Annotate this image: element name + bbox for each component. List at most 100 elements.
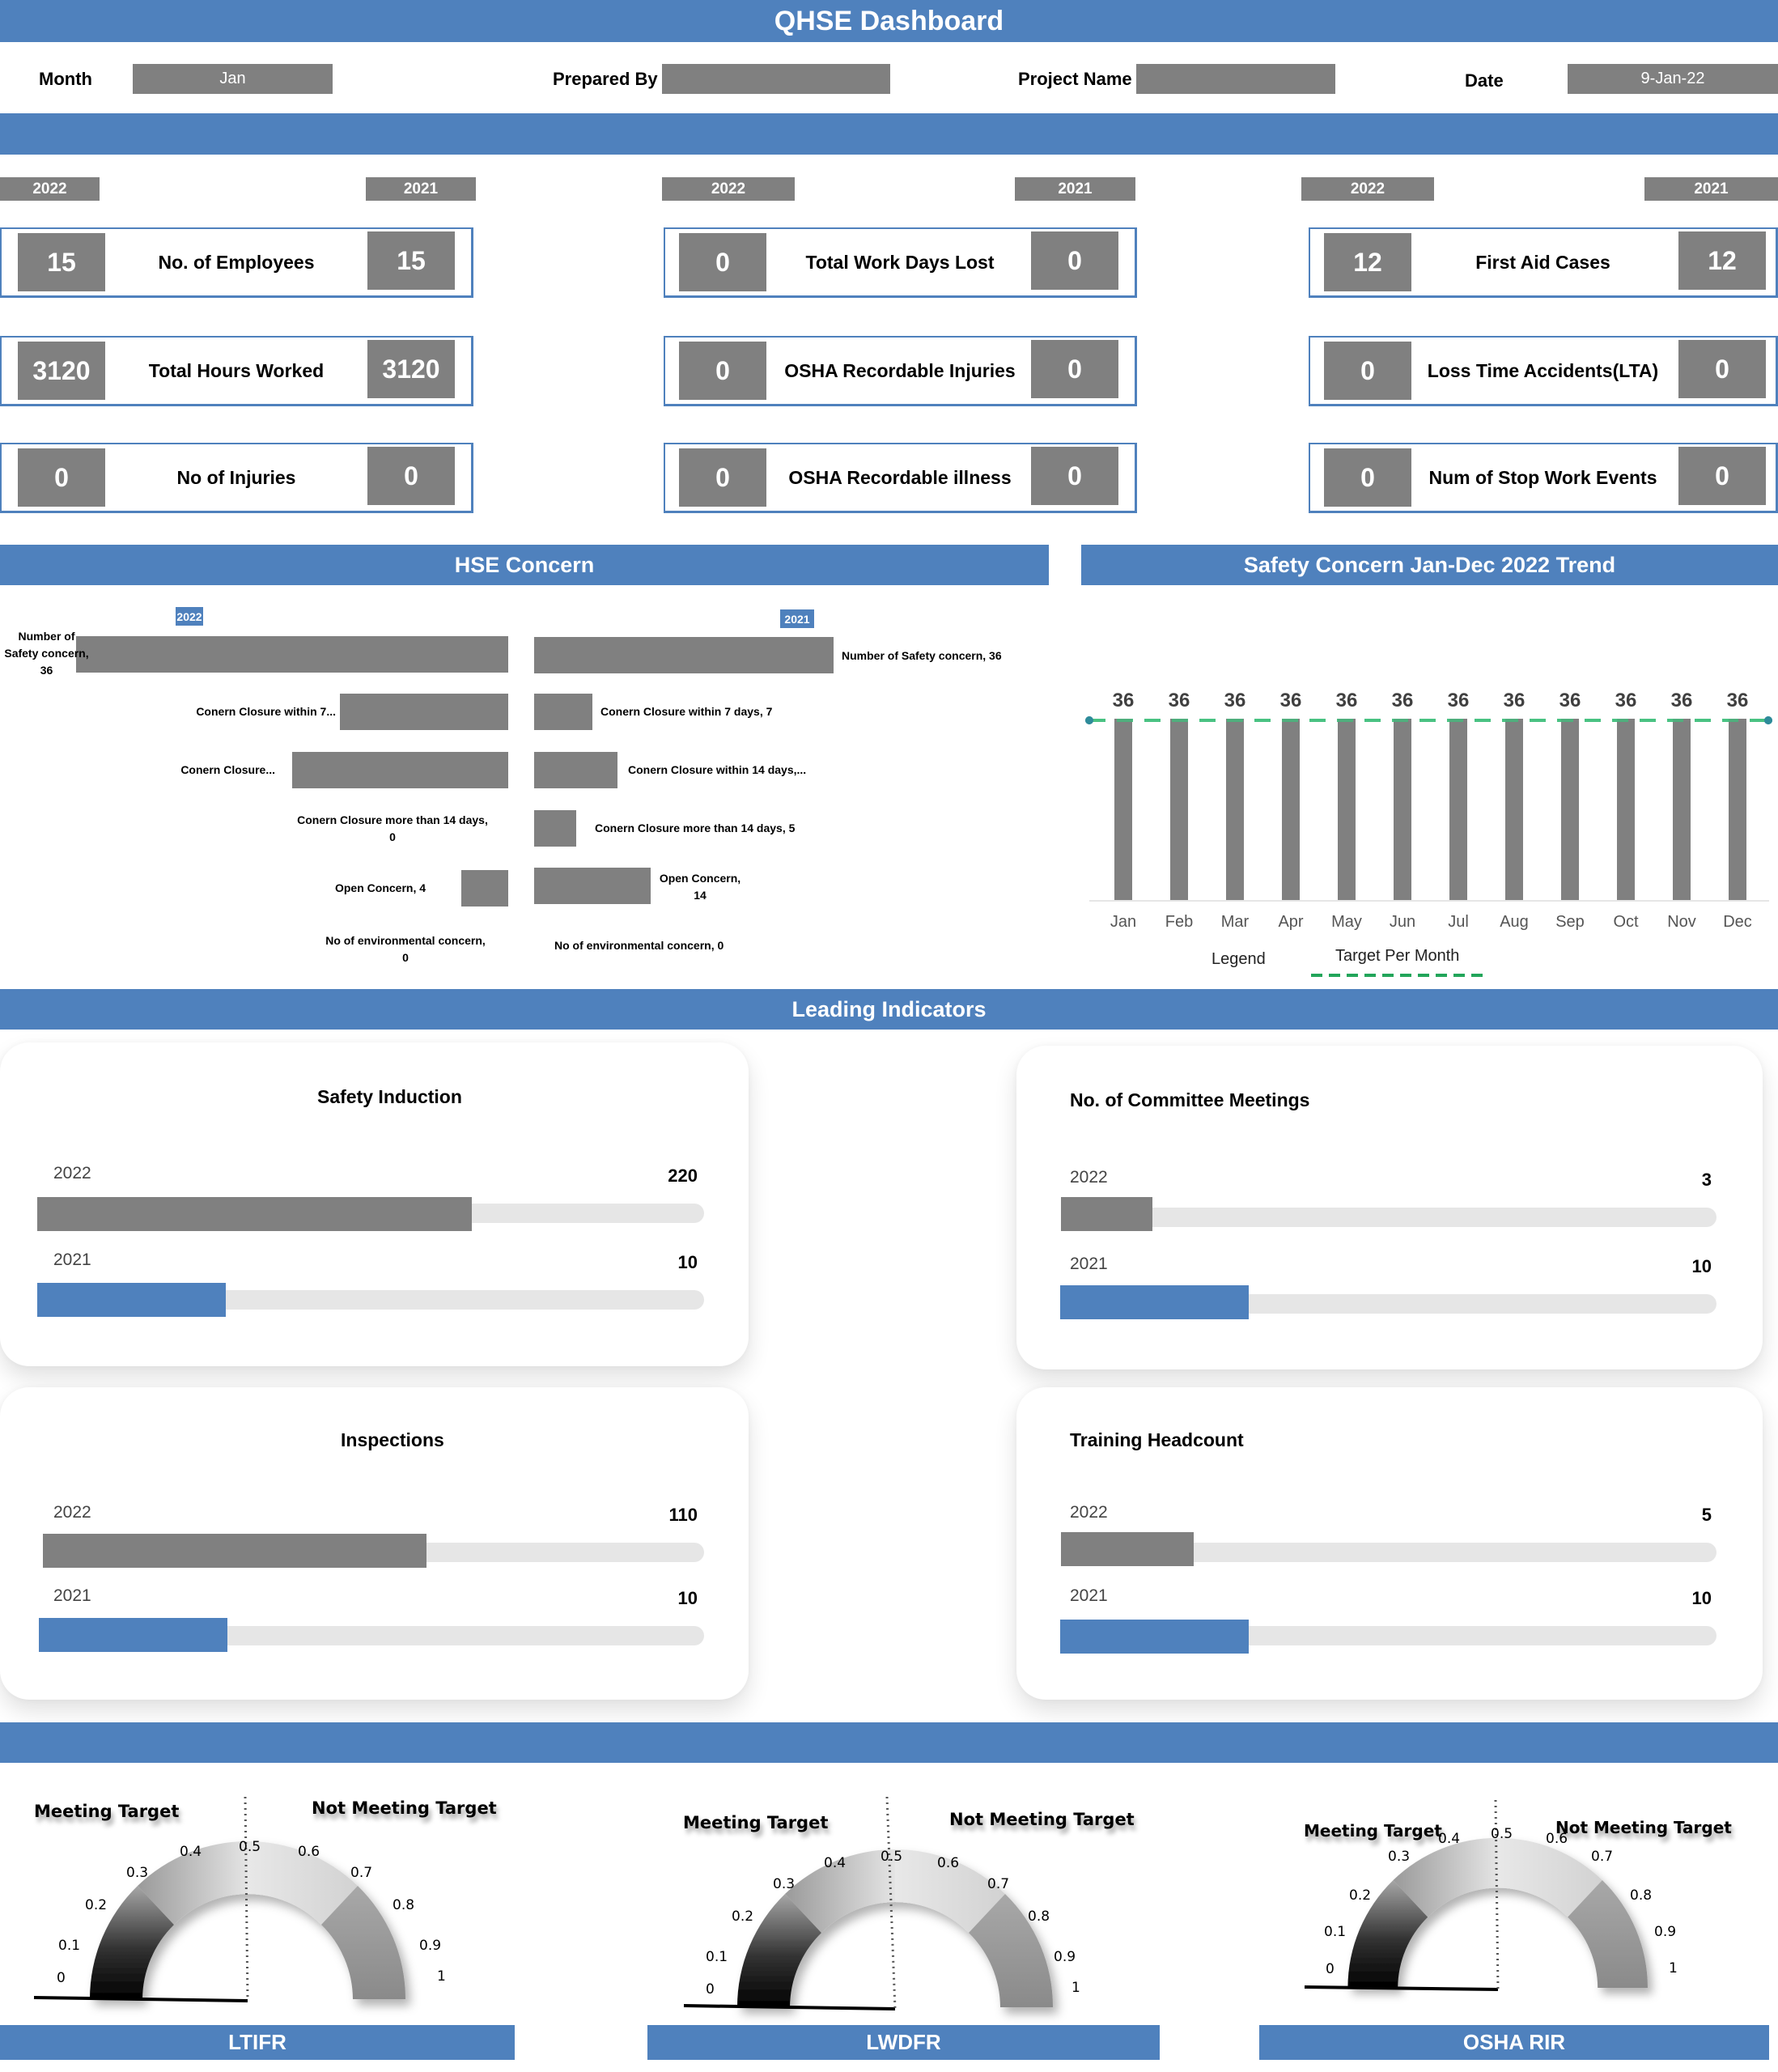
gauge-lwdfr: Meeting Target Not Meeting Target 0 0.1 … (647, 1781, 1198, 2040)
hse-2022-label-closure-14: Conern Closure... (180, 763, 275, 776)
target-line (1089, 719, 1769, 722)
kpi-value-previous: 0 (1031, 340, 1118, 398)
prepared-by-field[interactable] (662, 64, 890, 94)
kpi-value-previous: 0 (367, 447, 455, 505)
trend-month-jun: Jun (1389, 913, 1416, 931)
bar-value-2022: 5 (1701, 1505, 1712, 1525)
trend-bar-mar (1226, 719, 1244, 900)
hse-2021-bar-safety-concern (534, 637, 834, 673)
tick-0.2: 0.2 (1349, 1887, 1372, 1904)
date-field[interactable]: 9-Jan-22 (1568, 64, 1778, 94)
tick-0.1: 0.1 (58, 1938, 81, 1954)
tick-0.6: 0.6 (298, 1844, 320, 1860)
progress-fill-2021 (39, 1618, 227, 1652)
hse-2021-label-safety-concern: Number of Safety concern, 36 (842, 649, 1002, 662)
bar-value-2021: 10 (677, 1588, 698, 1608)
trend-legend-label: Legend (1212, 950, 1266, 968)
trend-month-dec: Dec (1723, 913, 1752, 931)
kpi-value-previous: 12 (1678, 231, 1766, 290)
kpi-label: OSHA Recordable illness (788, 466, 1012, 488)
target-marker-start (1085, 716, 1093, 724)
leading-indicators-header: Leading Indicators (0, 989, 1778, 1030)
hse-2022-bar-closure-14 (292, 752, 508, 788)
trend-bar-oct (1617, 719, 1635, 900)
trend-bar-jan (1114, 719, 1132, 900)
kpi-value-previous: 0 (1678, 447, 1766, 505)
card-title: Inspections (341, 1429, 444, 1450)
trend-bar-may (1338, 719, 1356, 900)
card-title: Training Headcount (1070, 1429, 1244, 1450)
tick-0.3: 0.3 (773, 1876, 796, 1892)
gauge-not-meeting-label: Not Meeting Target (312, 1798, 497, 1818)
progress-fill-2021 (1060, 1285, 1249, 1319)
tick-0.3: 0.3 (1388, 1849, 1411, 1865)
hse-2021-bar-closure-7 (534, 694, 592, 730)
kpi-label: No of Injuries (176, 466, 296, 488)
kpi-value-previous: 0 (1031, 231, 1118, 290)
gauge-not-meeting-label: Not Meeting Target (949, 1810, 1135, 1829)
kpi-value-current: 0 (18, 448, 105, 507)
project-name-label: Project Name (1018, 69, 1132, 89)
date-label: Date (1465, 70, 1504, 91)
tick-0.4: 0.4 (180, 1844, 202, 1860)
trend-bar-feb (1170, 719, 1188, 900)
progress-track-2022 (1061, 1208, 1716, 1227)
trend-bar-nov (1673, 719, 1691, 900)
kpi-label: Total Hours Worked (148, 359, 325, 381)
trend-month-apr: Apr (1278, 913, 1304, 931)
hse-2021-label-closure-14: Conern Closure within 14 days,... (628, 763, 807, 776)
tick-0.5: 0.5 (239, 1839, 261, 1855)
bar-year-2022: 2022 (53, 1503, 91, 1522)
gauge-title-ltifr: LTIFR (0, 2025, 515, 2060)
tick-0.5: 0.5 (1491, 1826, 1513, 1842)
tick-0.2: 0.2 (732, 1909, 754, 1925)
kpi-card-lta: 0 Loss Time Accidents(LTA) 0 (1309, 336, 1778, 406)
trend-value-sep: 36 (1559, 690, 1581, 711)
tick-0.9: 0.9 (1054, 1949, 1076, 1965)
trend-month-oct: Oct (1613, 913, 1639, 931)
trend-month-feb: Feb (1165, 913, 1194, 931)
kpi-col3-year-2021: 2021 (1644, 177, 1778, 201)
card-title: No. of Committee Meetings (1070, 1089, 1310, 1110)
progress-fill-2022 (37, 1197, 472, 1231)
gauge-dial (1304, 1799, 1648, 1991)
hse-2022-label-closure-more-14: Conern Closure more than 14 days, 0 (297, 813, 488, 843)
progress-fill-2022 (43, 1534, 426, 1568)
trend-bar-apr (1282, 719, 1300, 900)
tick-1: 1 (1071, 1980, 1080, 1996)
tick-1: 1 (437, 1968, 446, 1985)
trend-month-jul: Jul (1448, 913, 1469, 931)
bar-value-2021: 10 (1691, 1588, 1712, 1608)
trend-month-mar: Mar (1220, 913, 1250, 931)
bar-value-2022: 220 (668, 1166, 698, 1186)
hse-2022-bar-open-concern (461, 870, 508, 906)
kpi-value-current: 0 (679, 342, 766, 400)
progress-fill-2021 (37, 1283, 226, 1317)
project-name-field[interactable] (1136, 64, 1335, 94)
hse-2022-bar-safety-concern (76, 636, 508, 673)
gauge-meeting-label: Meeting Target (683, 1813, 829, 1832)
trend-bar-dec (1729, 719, 1746, 900)
hse-2021-label-open-concern: Open Concern, 14 (659, 872, 741, 902)
trend-title: Safety Concern Jan-Dec 2022 Trend (1243, 552, 1616, 577)
kpi-card-employees: 15 No. of Employees 15 (0, 227, 473, 298)
tick-0.9: 0.9 (419, 1938, 442, 1954)
kpi-value-previous: 0 (1031, 447, 1118, 505)
trend-value-oct: 36 (1615, 690, 1637, 711)
kpi-value-current: 0 (1324, 448, 1411, 507)
hse-2021-label-closure-7: Conern Closure within 7 days, 7 (600, 705, 773, 718)
kpi-label: Loss Time Accidents(LTA) (1427, 359, 1659, 381)
tick-0.9: 0.9 (1654, 1924, 1677, 1940)
tick-0.1: 0.1 (706, 1949, 728, 1965)
gauge-title-lwdfr: LWDFR (647, 2025, 1160, 2060)
kpi-card-injuries: 0 No of Injuries 0 (0, 443, 473, 513)
trend-value-mar: 36 (1224, 690, 1246, 711)
kpi-value-current: 12 (1324, 233, 1411, 291)
trend-legend-series: Target Per Month (1335, 947, 1460, 965)
trend-month-sep: Sep (1555, 913, 1585, 931)
tick-0.8: 0.8 (1028, 1909, 1050, 1925)
month-field[interactable]: Jan (133, 64, 333, 94)
bar-value-2021: 10 (1691, 1256, 1712, 1276)
kpi-card-osha-illness: 0 OSHA Recordable illness 0 (664, 443, 1137, 513)
trend-value-apr: 36 (1279, 690, 1302, 711)
